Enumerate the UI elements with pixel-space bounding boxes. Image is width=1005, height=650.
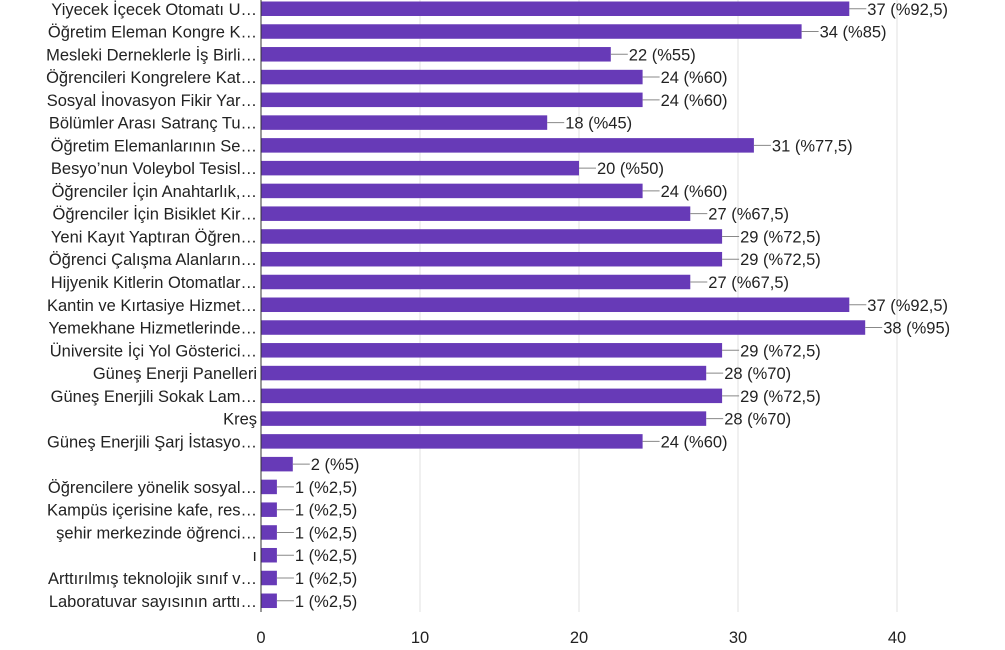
- category-label: Kampüs içerisine kafe, res…: [47, 502, 257, 520]
- data-label: 29 (%72,5): [740, 342, 821, 360]
- category-label: Öğretim Elemanlarının Se…: [51, 137, 257, 155]
- category-label: Öğrencilere yönelik sosyal…: [48, 479, 257, 497]
- data-label: 2 (%5): [311, 456, 360, 474]
- category-label: Hijyenik Kitlerin Otomatlar…: [51, 274, 257, 292]
- data-label: 37 (%92,5): [867, 297, 948, 315]
- bar: [261, 366, 706, 381]
- category-label: ı: [252, 547, 257, 565]
- category-label: Öğrenciler İçin Anahtarlık,…: [52, 182, 257, 201]
- category-label: Bölümler Arası Satranç Tu…: [49, 115, 257, 133]
- data-label: 29 (%72,5): [740, 388, 821, 406]
- category-label: Öğrenci Çalışma Alanların…: [49, 251, 257, 269]
- bar: [261, 298, 849, 313]
- category-label: Sosyal İnovasyon Fikir Yar…: [47, 91, 257, 110]
- category-label: Arttırılmış teknolojik sınıf v…: [48, 570, 257, 588]
- bar: [261, 206, 690, 221]
- category-label: Besyo’nun Voleybol Tesisl…: [51, 160, 257, 178]
- data-label: 24 (%60): [661, 433, 728, 451]
- category-label: Yemekhane Hizmetlerinde…: [49, 320, 258, 338]
- category-label: Kantin ve Kırtasiye Hizmet…: [47, 297, 257, 315]
- bar: [261, 389, 722, 404]
- bar: [261, 275, 690, 290]
- bar: [261, 525, 277, 540]
- bar: [261, 571, 277, 586]
- data-label: 24 (%60): [661, 69, 728, 87]
- bar: [261, 434, 643, 449]
- data-label: 1 (%2,5): [295, 570, 357, 588]
- category-label: Öğrencileri Kongrelere Kat…: [46, 69, 257, 87]
- data-label: 27 (%67,5): [708, 274, 789, 292]
- data-label: 29 (%72,5): [740, 251, 821, 269]
- bar: [261, 70, 643, 85]
- data-label: 29 (%72,5): [740, 228, 821, 246]
- category-label: Öğrenciler İçin Bisiklet Kir…: [53, 205, 257, 224]
- x-tick-label: 40: [888, 629, 906, 647]
- bar: [261, 320, 865, 335]
- category-label: Kreş: [223, 411, 257, 429]
- data-label: 27 (%67,5): [708, 206, 789, 224]
- bar: [261, 457, 293, 472]
- bar: [261, 115, 547, 130]
- data-label: 34 (%85): [820, 24, 887, 42]
- category-label: Güneş Enerjili Şarj İstasyo…: [47, 432, 257, 451]
- bar: [261, 252, 722, 267]
- bar: [261, 502, 277, 517]
- data-label: 1 (%2,5): [295, 547, 357, 565]
- category-label: Yeni Kayıt Yaptıran Öğren…: [51, 228, 257, 246]
- category-label: Güneş Enerjili Sokak Lam…: [51, 388, 257, 406]
- data-label: 28 (%70): [724, 365, 791, 383]
- category-label: Üniversite İçi Yol Gösterici…: [50, 341, 257, 360]
- data-label: 1 (%2,5): [295, 593, 357, 611]
- bar: [261, 343, 722, 358]
- category-label: şehir merkezinde öğrenci…: [56, 524, 257, 542]
- x-tick-label: 0: [256, 629, 265, 647]
- data-label: 38 (%95): [883, 320, 950, 338]
- x-tick-label: 30: [729, 629, 747, 647]
- data-label: 24 (%60): [661, 183, 728, 201]
- x-axis-ticks: 0 10 20 30 40: [256, 629, 906, 647]
- data-label: 31 (%77,5): [772, 137, 853, 155]
- x-tick-label: 10: [411, 629, 429, 647]
- bar: [261, 93, 643, 108]
- data-label: 22 (%55): [629, 46, 696, 64]
- bar: [261, 161, 579, 176]
- bar: [261, 594, 277, 609]
- bar: [261, 2, 849, 17]
- category-label: Laboratuvar sayısının arttı…: [49, 593, 257, 611]
- bar: [261, 411, 706, 426]
- data-label: 18 (%45): [565, 115, 632, 133]
- bar: [261, 229, 722, 244]
- bar: [261, 47, 611, 62]
- category-label: Güneş Enerji Panelleri: [93, 365, 257, 383]
- x-tick-label: 20: [570, 629, 588, 647]
- data-label: 28 (%70): [724, 411, 791, 429]
- category-label: Öğretim Eleman Kongre K…: [48, 24, 257, 42]
- bar: [261, 548, 277, 563]
- category-labels: Yiyecek İçecek Otomatı U… Öğretim Eleman …: [46, 0, 257, 611]
- bar: [261, 480, 277, 495]
- data-label: 1 (%2,5): [295, 502, 357, 520]
- data-label: 1 (%2,5): [295, 524, 357, 542]
- data-label: 20 (%50): [597, 160, 664, 178]
- data-label: 24 (%60): [661, 92, 728, 110]
- bar: [261, 24, 802, 39]
- bar: [261, 138, 754, 153]
- category-label: Yiyecek İçecek Otomatı U…: [51, 0, 257, 19]
- bar: [261, 184, 643, 199]
- data-label: 37 (%92,5): [867, 1, 948, 19]
- data-label: 1 (%2,5): [295, 479, 357, 497]
- category-label: Mesleki Derneklerle İş Birli…: [46, 45, 257, 64]
